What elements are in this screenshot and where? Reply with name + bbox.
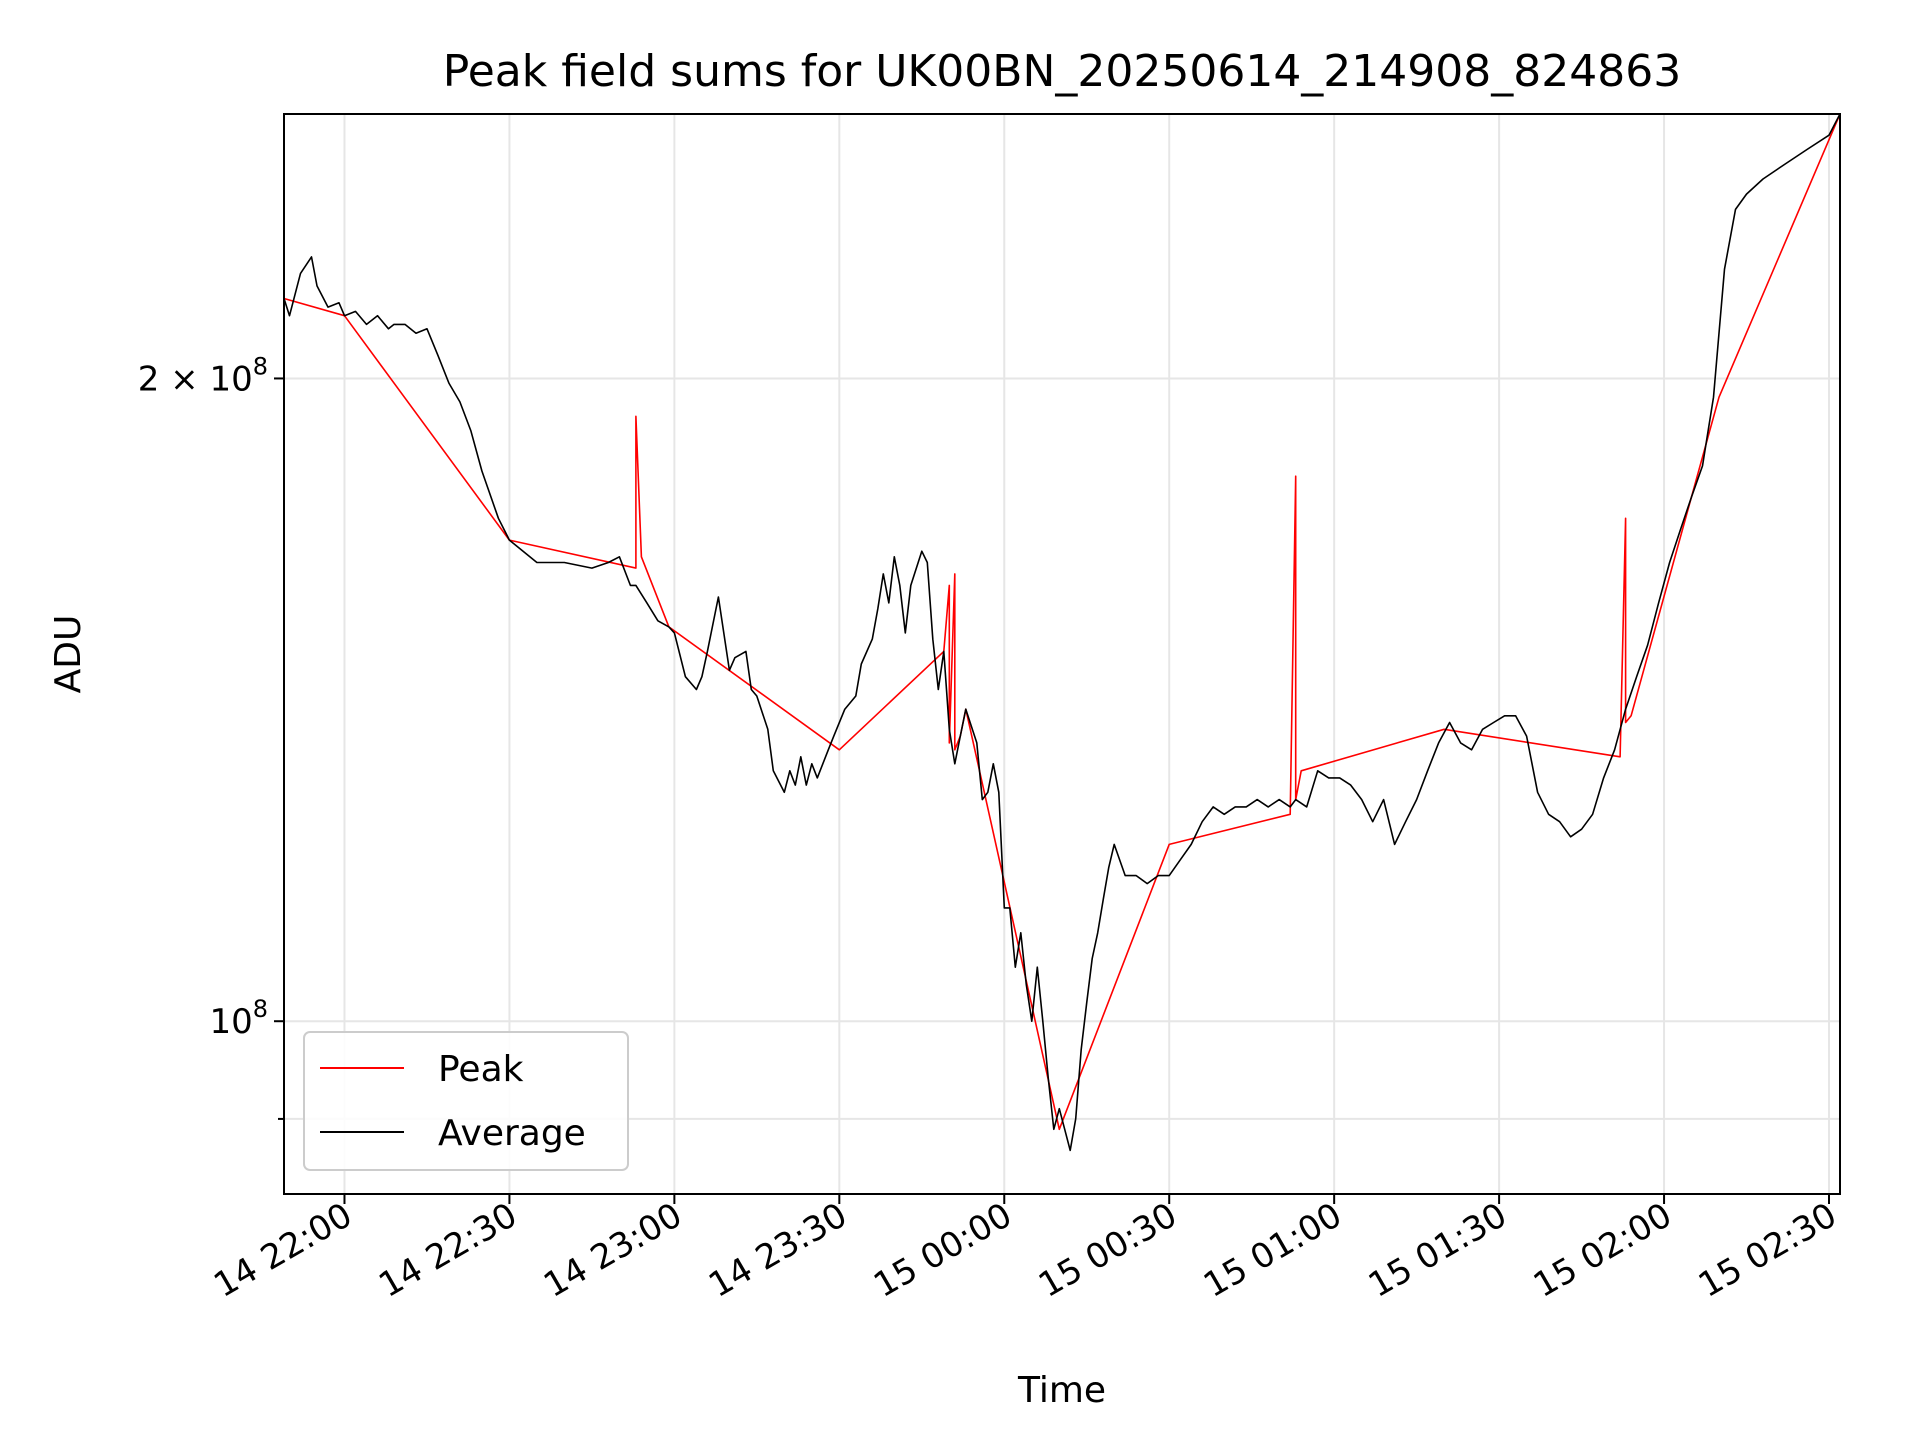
plot-lines	[283, 113, 1841, 1152]
y-tick-label: 2 × 108	[138, 352, 268, 399]
y-axis-title: ADU	[48, 615, 89, 694]
y-tick-exponent: 8	[253, 995, 268, 1023]
legend: Peak Average	[303, 1031, 629, 1171]
y-tick-label: 108	[209, 995, 268, 1042]
legend-box	[303, 1031, 629, 1171]
x-axis-title: Time	[1017, 1370, 1106, 1411]
y-tick-mantissa: 2 × 10	[138, 359, 253, 399]
legend-label-average: Average	[438, 1113, 586, 1154]
y-tick-exponent: 8	[253, 352, 268, 380]
grid	[284, 114, 1840, 1194]
series-line-average	[283, 113, 1841, 1152]
y-tick-mantissa: 10	[209, 1002, 252, 1042]
chart-title: Peak field sums for UK00BN_20250614_2149…	[443, 46, 1682, 97]
plot-frame	[283, 113, 1841, 1195]
legend-label-peak: Peak	[438, 1049, 524, 1090]
